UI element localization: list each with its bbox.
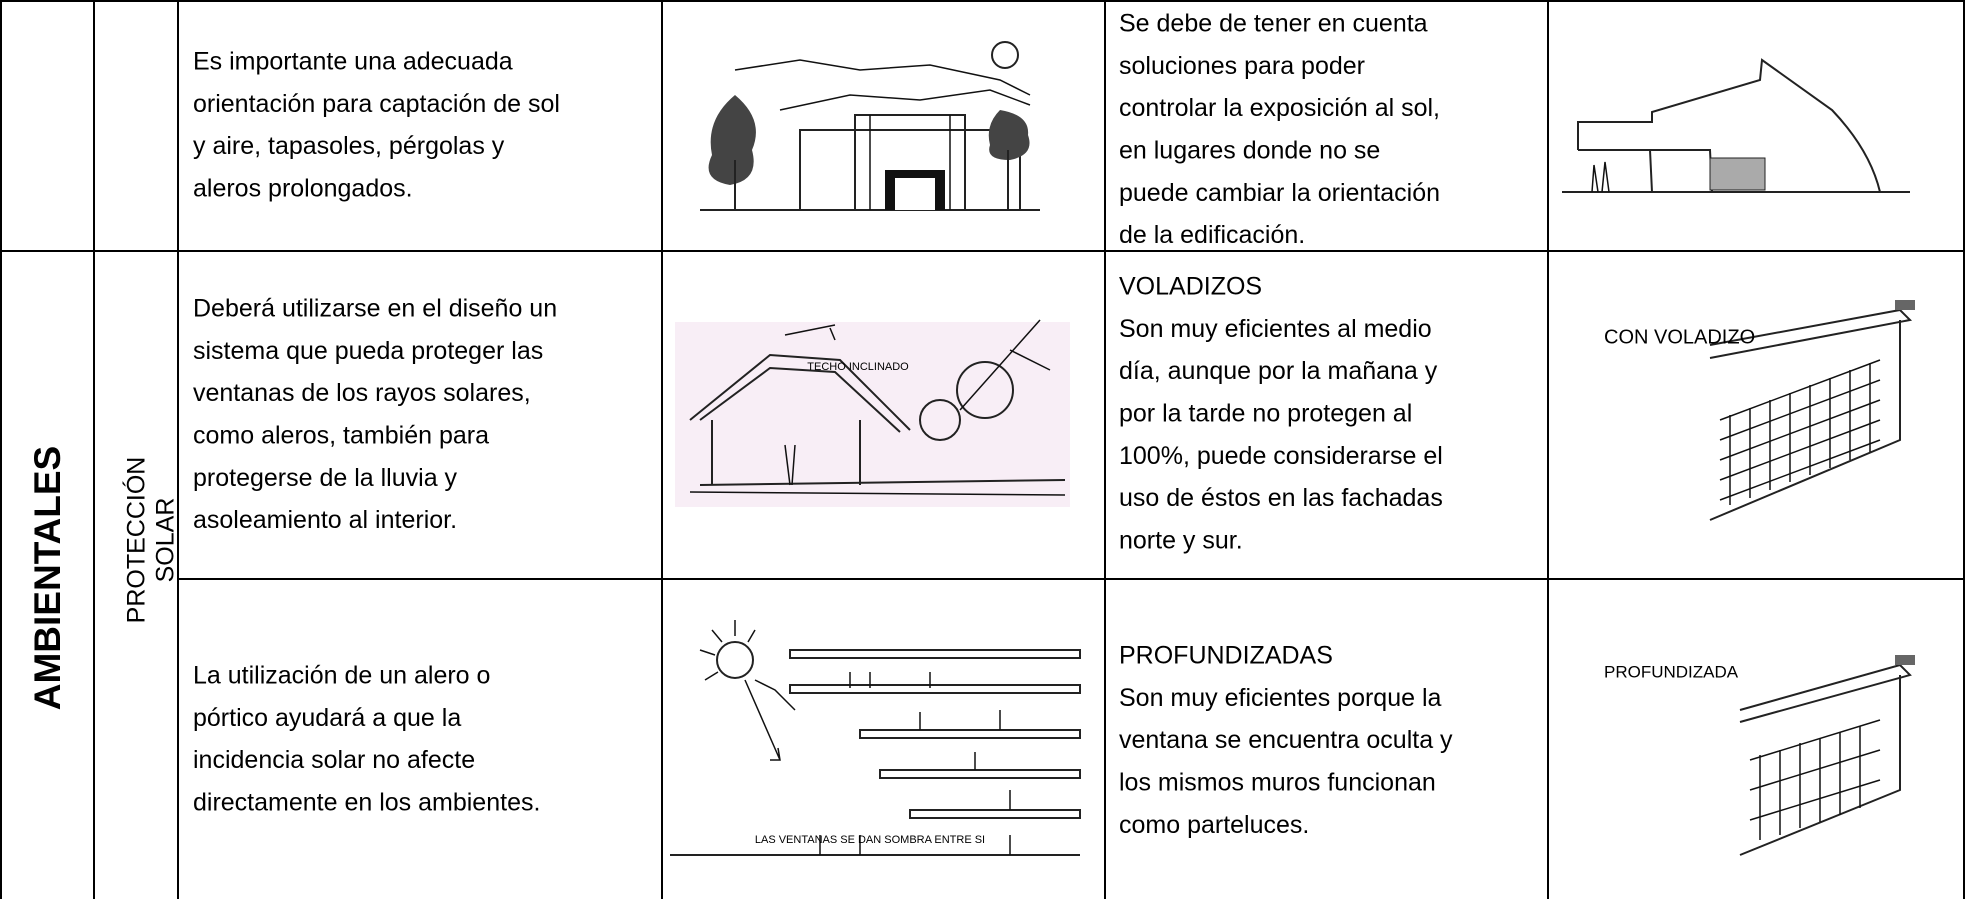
sketch-inclined-roof [675,319,1070,507]
recommendation-line: Se debe de tener en cuenta [1119,10,1428,38]
recommendation-line: por la tarde no protegen al [1119,400,1412,428]
description-line: Deberá utilizarse en el diseño un [193,295,557,323]
description-line: incidencia solar no afecte [193,746,475,774]
recommendation-title: PROFUNDIZADAS [1119,642,1333,670]
description-line: aleros prolongados. [193,175,413,203]
recommendation-line: puede cambiar la orientación [1119,179,1440,207]
recommendation-line: ventana se encuentra oculta y [1119,726,1453,754]
description-line: como aleros, también para [193,422,489,450]
detail-label: PROFUNDIZADA [1604,662,1739,681]
sketch-label: LAS VENTANAS SE DAN SOMBRA ENTRE SI [755,834,985,846]
description-line: ventanas de los rayos solares, [193,379,531,407]
category: AMBIENTALES [27,446,68,710]
recommendation-line: en lugares donde no se [1119,137,1380,165]
sketch-orientation [700,41,1040,211]
description-line: sistema que pueda proteger las [193,337,543,365]
recommendation-line: uso de éstos en las fachadas [1119,484,1443,512]
recommendation-line: soluciones para poder [1119,52,1365,80]
recommendation-line: Son muy eficientes porque la [1119,684,1442,712]
description-line: directamente en los ambientes. [193,789,540,817]
description-line: La utilización de un alero o [193,662,490,690]
detail-label: CON VOLADIZO [1604,326,1755,348]
table-texts: PROTECCIÓN SOLAR Es importante una adecuad… [122,10,1756,846]
description-line: pórtico ayudará a que la [193,704,461,732]
sketch-slabs [670,620,1081,856]
recommendation-title: VOLADIZOS [1119,273,1262,301]
description-line: orientación para captación de sol [193,90,560,118]
recommendation-line: 100%, puede considerarse el [1119,442,1443,470]
sketch-recessed-facade [1739,655,1915,856]
recommendation-line: como parteluces. [1119,811,1309,839]
recommendation-line: controlar la exposición al sol, [1119,94,1440,122]
recommendation-line: los mismos muros funcionan [1119,769,1436,797]
description-line: asoleamiento al interior. [193,506,457,534]
subcategory: SOLAR [152,498,180,583]
recommendation-line: día, aunque por la mañana y [1119,357,1438,385]
description-line: y aire, tapasoles, pérgolas y [193,132,505,160]
subcategory: PROTECCIÓN [122,457,151,624]
sketch-label: TECHO INCLINADO [807,361,909,373]
sketch-overhang-facade [1709,300,1915,521]
sketch-building [1562,58,1910,193]
description-line: protegerse de la lluvia y [193,464,458,492]
recommendation-line: norte y sur. [1119,526,1243,554]
recommendation-line: Son muy eficientes al medio [1119,315,1432,343]
recommendation-line: de la edificación. [1119,221,1305,249]
description-line: Es importante una adecuada [193,48,513,76]
